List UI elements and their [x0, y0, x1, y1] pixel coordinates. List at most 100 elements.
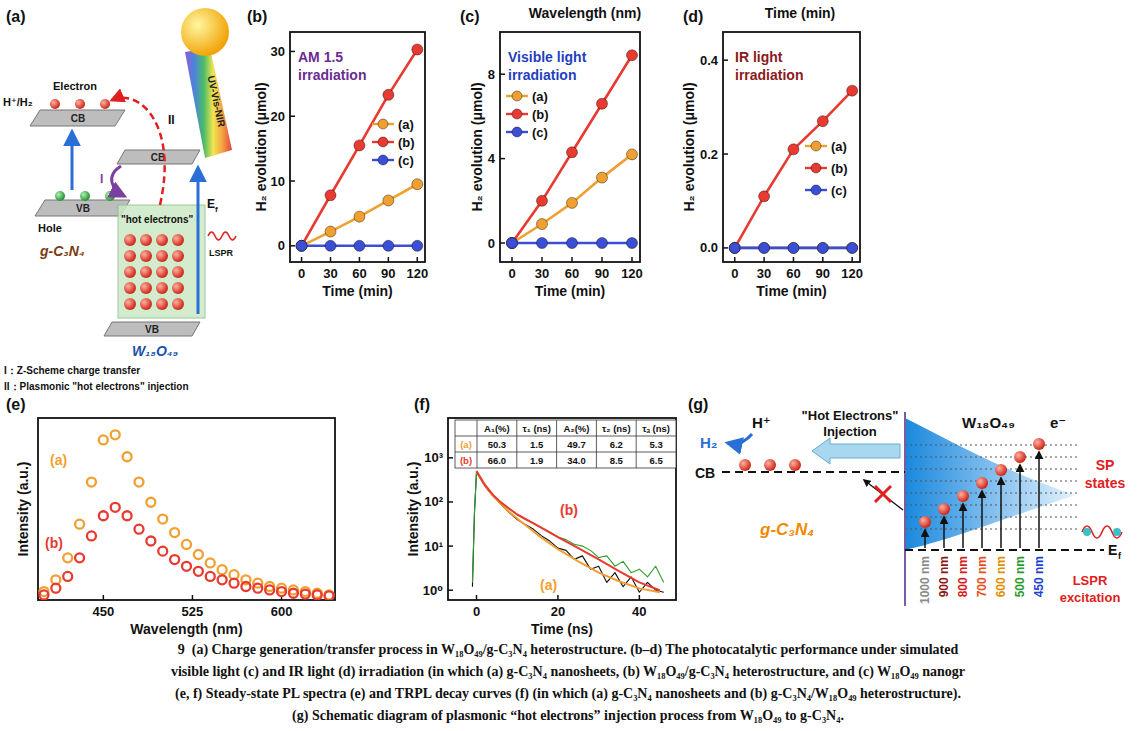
plot-marks: [507, 50, 638, 249]
hot-electron: [995, 464, 1007, 476]
hot-electron: [124, 266, 136, 278]
wavelength-label: 800 nm: [956, 556, 970, 597]
hot-electron: [156, 266, 168, 278]
data-point: [817, 116, 828, 127]
hot-electron: [140, 298, 152, 310]
fit-table: A₁(%)τ₁ (ns)A₂(%)τ₂ (ns)τₐ (ns)(a)50.31.…: [455, 420, 676, 468]
data-point: [729, 242, 740, 253]
panel-letter: (c): [460, 8, 480, 25]
legend-marker: [512, 127, 522, 137]
y-tick-label: 10¹: [424, 539, 443, 554]
plot-frame: [448, 418, 676, 600]
x-tick-label: 90: [595, 266, 609, 281]
data-point: [383, 195, 394, 206]
data-point: [111, 430, 120, 439]
data-point: [111, 503, 120, 512]
data-point: [847, 85, 858, 96]
table-rule: [455, 436, 676, 437]
data-point: [325, 226, 336, 237]
legend-marker: [512, 109, 522, 119]
hot-electron: [172, 266, 184, 278]
sp-level: [905, 493, 1080, 494]
cb-label: CB: [695, 465, 715, 481]
stray-label: Wavelength (nm): [529, 5, 641, 21]
data-point: [218, 565, 227, 574]
table-cell: 1.5: [530, 439, 544, 450]
data-point: [537, 195, 548, 206]
data-point: [412, 44, 423, 55]
series-line: [472, 472, 663, 583]
x-tick-label: 40: [632, 604, 646, 619]
text-line: AM 1.5: [298, 49, 343, 65]
data-point: [325, 590, 334, 599]
data-point: [146, 498, 155, 507]
excitation-arrow: [1019, 465, 1021, 548]
hot-electron: [124, 298, 136, 310]
y-tick-label: 20: [271, 109, 285, 124]
y-tick-label: 0.2: [700, 147, 718, 162]
x-tick-label: 90: [381, 266, 395, 281]
x-tick-label: 20: [551, 604, 565, 619]
data-point: [301, 590, 310, 599]
data-point: [788, 242, 799, 253]
injection-label: "Hot Electrons"Injection: [802, 408, 899, 439]
band-slab: [35, 200, 130, 216]
material-label: W₁₈O₄₉: [132, 343, 178, 359]
excitation-arrow: [197, 168, 200, 314]
x-tick: [571, 257, 573, 262]
table-cell: 1.9: [530, 455, 543, 466]
legend-marker: [811, 141, 821, 151]
route-label: I: [100, 172, 103, 186]
x-tick-label: 0: [731, 266, 738, 281]
band-slab: [30, 110, 125, 126]
panel-letter: (g): [688, 396, 708, 413]
data-point: [597, 98, 608, 109]
caption-line: visible light (c) and IR light (d) irrad…: [171, 664, 965, 680]
sp-level: [905, 481, 1080, 482]
y-tick-label: 0: [278, 238, 285, 253]
hot-electron: [156, 282, 168, 294]
data-point: [325, 190, 336, 201]
data-point: [507, 238, 518, 249]
text-line: IR light: [735, 49, 783, 65]
x-tick: [734, 257, 736, 262]
data-point: [597, 238, 608, 249]
electron-label: e⁻: [1050, 414, 1066, 431]
legend-marker: [811, 163, 821, 173]
sp-band: [905, 418, 1075, 550]
fermi-level: [905, 549, 1104, 551]
x-tick: [359, 257, 361, 262]
plot-frame: [38, 418, 335, 600]
hot-electron: [938, 503, 950, 515]
excitation-label: LSPRexcitation: [1060, 573, 1121, 605]
electron: [789, 459, 801, 471]
data-point: [194, 567, 203, 576]
series-label: (b): [45, 535, 63, 551]
light-label: UV-Vis-NIR: [206, 75, 228, 129]
data-point: [313, 590, 322, 599]
data-point: [627, 50, 638, 61]
y-tick-label: 4: [488, 151, 496, 166]
states-label: SPstates: [1085, 457, 1126, 491]
band-slab: [104, 322, 200, 336]
stray-label: Time (min): [765, 5, 836, 21]
table-head: A₂(%): [564, 423, 590, 434]
x-tick: [793, 257, 795, 262]
fermi-sub: f: [1118, 551, 1122, 561]
text-line: Visible light: [508, 49, 587, 65]
band-label: VB: [76, 203, 90, 214]
plot-frame: [500, 32, 640, 262]
sp-level: [905, 517, 1080, 518]
legend-label: (a): [532, 89, 548, 104]
y-tick: [448, 545, 453, 547]
table-head: τ₂ (ns): [602, 423, 631, 434]
x-tick: [601, 257, 603, 262]
y-tick-label: 8: [488, 67, 495, 82]
caption-line: (g) Schematic diagram of plasmonic “hot …: [292, 708, 844, 724]
plot-frame: [290, 32, 425, 262]
data-point: [325, 591, 334, 600]
data-point: [354, 240, 365, 251]
x-tick: [192, 595, 194, 600]
table-row-label: (b): [460, 455, 472, 466]
x-tick: [763, 257, 765, 262]
